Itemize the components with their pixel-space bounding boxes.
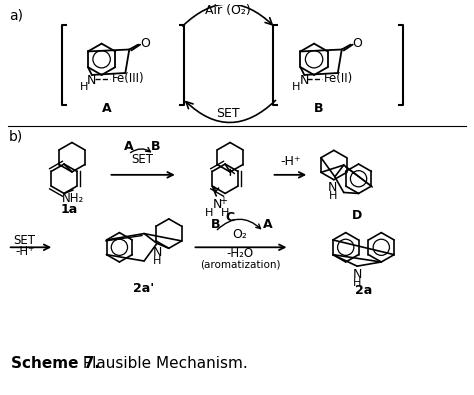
Text: H: H xyxy=(353,278,361,288)
Text: Fe(III): Fe(III) xyxy=(112,72,144,85)
Text: B: B xyxy=(314,102,324,115)
Text: B: B xyxy=(151,140,161,153)
FancyArrowPatch shape xyxy=(182,4,272,26)
Text: A: A xyxy=(123,140,133,153)
Text: N: N xyxy=(328,181,337,194)
Text: -H⁺: -H⁺ xyxy=(280,155,301,168)
Text: H: H xyxy=(153,256,161,266)
FancyArrowPatch shape xyxy=(186,100,275,122)
Text: O: O xyxy=(140,37,150,50)
Text: H: H xyxy=(80,82,88,92)
Text: SET: SET xyxy=(216,107,240,120)
Text: NH₂: NH₂ xyxy=(62,192,84,205)
Text: SET: SET xyxy=(131,153,153,166)
Text: N: N xyxy=(87,74,97,87)
Text: a): a) xyxy=(9,8,23,23)
Text: H: H xyxy=(328,190,337,201)
Text: Plausible Mechanism.: Plausible Mechanism. xyxy=(78,356,247,371)
Text: O: O xyxy=(353,37,363,50)
Text: -H₂O: -H₂O xyxy=(227,247,254,260)
Text: N: N xyxy=(152,246,162,259)
Text: -H⁺: -H⁺ xyxy=(15,245,34,258)
Text: C: C xyxy=(226,211,235,224)
Text: N: N xyxy=(212,198,222,211)
Text: B: B xyxy=(210,218,220,231)
Text: 1a: 1a xyxy=(60,203,78,216)
Text: 2a': 2a' xyxy=(134,282,155,295)
Text: N: N xyxy=(352,268,362,281)
Text: Fe(II): Fe(II) xyxy=(324,72,353,85)
Text: H: H xyxy=(205,208,213,218)
Text: 2a: 2a xyxy=(355,284,372,297)
Text: Air (O₂): Air (O₂) xyxy=(205,4,251,17)
Text: O₂: O₂ xyxy=(233,228,247,241)
Text: N: N xyxy=(300,74,309,87)
Text: A: A xyxy=(263,218,273,231)
Text: SET: SET xyxy=(14,234,36,247)
Text: b): b) xyxy=(9,130,23,144)
Text: Scheme 7.: Scheme 7. xyxy=(11,356,100,371)
Text: H: H xyxy=(221,208,229,218)
Text: +: + xyxy=(219,196,227,206)
Text: (aromatization): (aromatization) xyxy=(200,260,280,270)
Text: H: H xyxy=(292,82,301,92)
Text: A: A xyxy=(102,102,111,115)
Text: D: D xyxy=(351,209,362,222)
